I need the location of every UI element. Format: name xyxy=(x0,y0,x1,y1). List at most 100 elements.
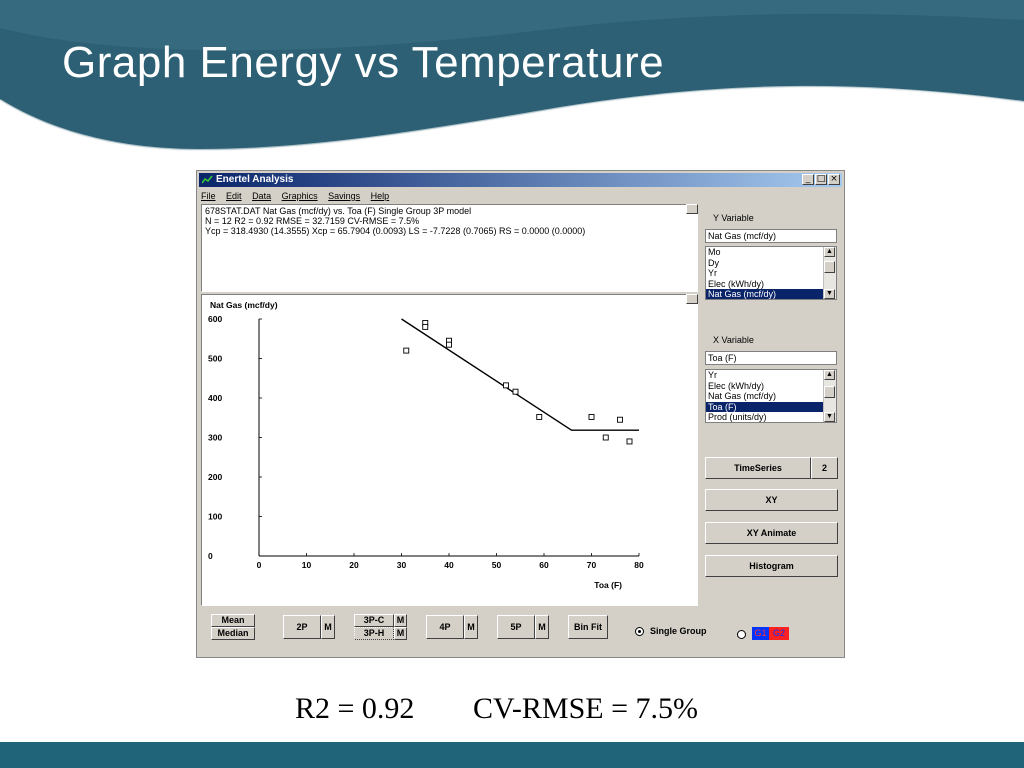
y-option-elec[interactable]: Elec (kWh/dy) xyxy=(708,278,765,289)
scroll-thumb[interactable] xyxy=(824,261,835,273)
radio-dot-icon xyxy=(638,630,641,633)
x-tick-label: 10 xyxy=(302,560,312,570)
y-tick-label: 300 xyxy=(208,433,222,443)
x-axis-label: Toa (F) xyxy=(594,580,622,590)
xy-animate-button[interactable]: XY Animate xyxy=(705,522,838,544)
window-title: Enertel Analysis xyxy=(216,174,294,185)
data-point xyxy=(503,382,509,389)
model-info-panel: 678STAT.DAT Nat Gas (mcf/dy) vs. Toa (F)… xyxy=(201,204,698,292)
x-option-natgas[interactable]: Nat Gas (mcf/dy) xyxy=(708,391,777,401)
info-line-3: Ycp = 318.4930 (14.3555) Xcp = 65.7904 (… xyxy=(205,226,586,236)
bin-fit-button[interactable]: Bin Fit xyxy=(568,615,608,639)
y-tick-label: 200 xyxy=(208,472,222,482)
enertel-window: Enertel Analysis _ □ × File Edit Data Gr… xyxy=(196,170,845,658)
model-5p-m-button[interactable]: M xyxy=(535,615,549,639)
x-option-elec[interactable]: Elec (kWh/dy) xyxy=(708,380,765,391)
model-2p-m-button[interactable]: M xyxy=(321,615,335,639)
info-scroll-thumb[interactable] xyxy=(686,204,698,214)
data-point xyxy=(588,414,595,420)
single-group-label: Single Group xyxy=(650,626,707,636)
y-tick-label: 100 xyxy=(208,512,222,522)
x-option-toa[interactable]: Toa (F) xyxy=(706,401,836,412)
y-option-dy[interactable]: Dy xyxy=(708,257,719,268)
scroll-thumb[interactable] xyxy=(824,386,835,398)
model-3ph-m-button[interactable]: M xyxy=(394,627,407,640)
menu-graphics[interactable]: Graphics xyxy=(281,191,318,201)
xy-button[interactable]: XY xyxy=(705,489,838,511)
menu-savings[interactable]: Savings xyxy=(328,191,361,201)
data-point xyxy=(403,347,410,354)
chart-panel: Nat Gas (mcf/dy) Toa (F) 0 100 200 300 400 50… xyxy=(201,294,698,606)
data-point xyxy=(446,341,452,348)
info-line-2: N = 12 R2 = 0.92 RMSE = 32.7159 CV-RMSE … xyxy=(205,216,420,226)
data-point xyxy=(536,414,543,420)
scatter-chart: Nat Gas (mcf/dy) Toa (F) 010020030040050… xyxy=(208,300,644,590)
data-point xyxy=(422,323,429,330)
scroll-up-arrow-icon[interactable]: ▲ xyxy=(824,247,835,257)
data-point xyxy=(602,434,609,441)
model-4p-m-button[interactable]: M xyxy=(464,615,478,639)
menu-bar: File Edit Data Graphics Savings Help xyxy=(201,190,397,203)
model-2p-button[interactable]: 2P xyxy=(283,615,321,639)
groups-radio[interactable] xyxy=(737,630,746,639)
model-3ph-button[interactable]: 3P-H xyxy=(354,627,394,640)
x-tick-label: 20 xyxy=(349,560,359,570)
model-5p-button[interactable]: 5P xyxy=(497,615,535,639)
y-tick-label: 500 xyxy=(208,354,222,364)
x-list-scrollbar[interactable]: ▲ ▼ xyxy=(823,370,836,422)
x-option-prod[interactable]: Prod (units/dy) xyxy=(708,412,767,422)
y-tick-label: 0 xyxy=(208,551,213,561)
data-point xyxy=(512,388,519,395)
x-option-yr[interactable]: Yr xyxy=(708,370,717,380)
x-variable-list[interactable]: Yr Elec (kWh/dy) Nat Gas (mcf/dy) Toa (F… xyxy=(705,369,837,423)
x-variable-label: X Variable xyxy=(713,335,754,345)
fit-line xyxy=(401,318,639,431)
data-point xyxy=(617,416,623,423)
scroll-down-arrow-icon[interactable]: ▼ xyxy=(824,289,835,299)
x-tick-label: 30 xyxy=(397,560,407,570)
y-tick-label: 400 xyxy=(208,393,222,403)
x-tick-label: 50 xyxy=(492,560,502,570)
minimize-button[interactable]: _ xyxy=(802,174,814,185)
maximize-button[interactable]: □ xyxy=(815,174,827,185)
x-tick-label: 0 xyxy=(257,560,262,570)
median-button[interactable]: Median xyxy=(211,627,255,640)
menu-help[interactable]: Help xyxy=(370,191,390,201)
y-list-scrollbar[interactable]: ▲ ▼ xyxy=(823,247,836,299)
scroll-up-arrow-icon[interactable]: ▲ xyxy=(824,370,835,380)
caption-r2: R2 = 0.92 xyxy=(295,692,415,725)
model-3pc-m-button[interactable]: M xyxy=(394,614,407,627)
y-option-mo[interactable]: Mo xyxy=(708,247,721,257)
chart-scroll-thumb[interactable] xyxy=(686,294,698,304)
histogram-button[interactable]: Histogram xyxy=(705,555,838,577)
mean-button[interactable]: Mean xyxy=(211,614,255,627)
model-4p-button[interactable]: 4P xyxy=(426,615,464,639)
window-titlebar[interactable]: Enertel Analysis _ □ × xyxy=(199,173,842,187)
y-variable-label: Y Variable xyxy=(713,213,754,223)
slide-footer-bar xyxy=(0,742,1024,768)
x-tick-label: 60 xyxy=(539,560,549,570)
single-group-radio[interactable] xyxy=(635,627,644,636)
group-2-swatch[interactable]: G2 xyxy=(769,627,789,640)
y-option-natgas[interactable]: Nat Gas (mcf/dy) xyxy=(706,289,836,299)
timeseries-count-button[interactable]: 2 xyxy=(811,457,838,479)
y-variable-field[interactable]: Nat Gas (mcf/dy) xyxy=(705,229,837,243)
model-3pc-button[interactable]: 3P-C xyxy=(354,614,394,627)
chart-icon xyxy=(202,175,213,184)
x-tick-label: 40 xyxy=(444,560,454,570)
y-variable-list[interactable]: Mo Dy Yr Elec (kWh/dy) Nat Gas (mcf/dy) … xyxy=(705,246,837,300)
y-tick-label: 600 xyxy=(208,314,222,324)
menu-file[interactable]: File xyxy=(201,191,216,201)
x-variable-field[interactable]: Toa (F) xyxy=(705,351,837,365)
menu-edit[interactable]: Edit xyxy=(226,191,242,201)
group-1-swatch[interactable]: G1 xyxy=(752,627,769,640)
y-option-yr[interactable]: Yr xyxy=(708,268,717,278)
x-tick-label: 80 xyxy=(634,560,644,570)
info-line-1: 678STAT.DAT Nat Gas (mcf/dy) vs. Toa (F)… xyxy=(205,206,472,216)
menu-data[interactable]: Data xyxy=(252,191,272,201)
timeseries-button[interactable]: TimeSeries xyxy=(705,457,811,479)
x-tick-label: 70 xyxy=(587,560,597,570)
close-button[interactable]: × xyxy=(828,174,840,185)
data-point xyxy=(626,438,633,445)
scroll-down-arrow-icon[interactable]: ▼ xyxy=(824,412,835,422)
